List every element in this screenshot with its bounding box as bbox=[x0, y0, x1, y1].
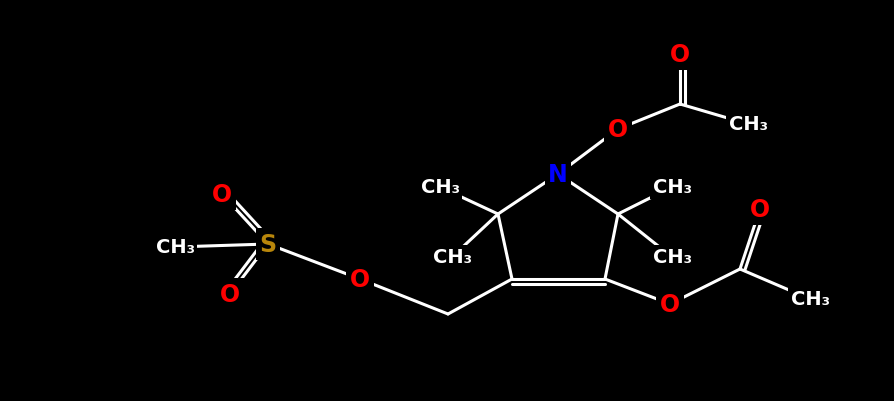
Text: CH₃: CH₃ bbox=[653, 248, 691, 267]
Text: CH₃: CH₃ bbox=[653, 178, 691, 197]
Text: CH₃: CH₃ bbox=[729, 115, 768, 134]
Text: N: N bbox=[548, 162, 568, 186]
Text: O: O bbox=[608, 118, 628, 142]
Text: O: O bbox=[660, 292, 680, 316]
Text: O: O bbox=[350, 267, 370, 291]
Text: O: O bbox=[212, 182, 232, 207]
Text: CH₃: CH₃ bbox=[420, 178, 460, 197]
Text: CH₃: CH₃ bbox=[433, 248, 471, 267]
Text: O: O bbox=[220, 282, 240, 306]
Text: O: O bbox=[670, 43, 690, 67]
Text: O: O bbox=[750, 198, 770, 221]
Text: S: S bbox=[259, 233, 276, 256]
Text: CH₃: CH₃ bbox=[156, 238, 195, 257]
Text: CH₃: CH₃ bbox=[790, 290, 830, 309]
